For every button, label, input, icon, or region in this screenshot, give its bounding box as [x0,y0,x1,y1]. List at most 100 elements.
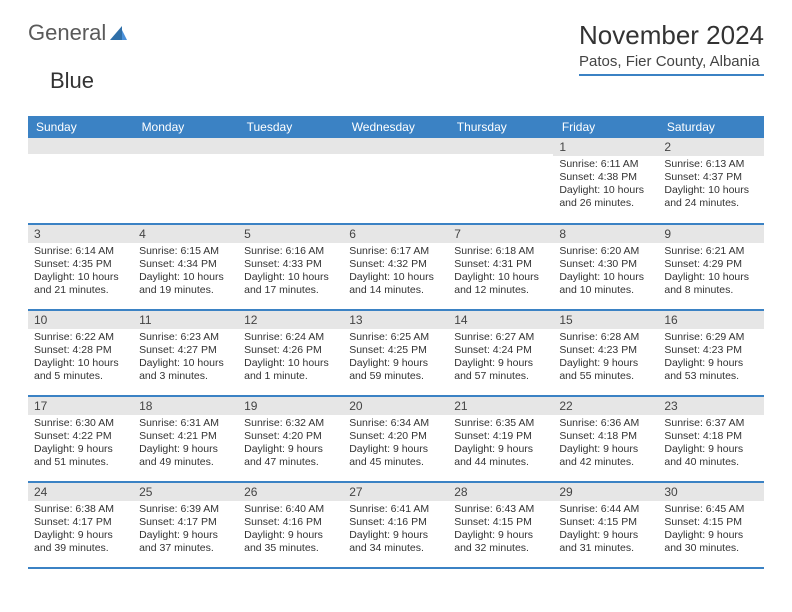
day-cell: 22Sunrise: 6:36 AMSunset: 4:18 PMDayligh… [553,396,658,482]
day-number [343,138,448,154]
day-line: Sunset: 4:19 PM [454,430,547,443]
day-line: Sunrise: 6:27 AM [454,331,547,344]
day-cell: 27Sunrise: 6:41 AMSunset: 4:16 PMDayligh… [343,482,448,568]
day-body: Sunrise: 6:25 AMSunset: 4:25 PMDaylight:… [343,329,448,388]
day-body: Sunrise: 6:17 AMSunset: 4:32 PMDaylight:… [343,243,448,302]
calendar-body: 1Sunrise: 6:11 AMSunset: 4:38 PMDaylight… [28,138,764,568]
day-cell: 15Sunrise: 6:28 AMSunset: 4:23 PMDayligh… [553,310,658,396]
day-line: Daylight: 9 hours and 47 minutes. [244,443,337,469]
day-body: Sunrise: 6:31 AMSunset: 4:21 PMDaylight:… [133,415,238,474]
day-line: Sunrise: 6:14 AM [34,245,127,258]
day-line: Daylight: 10 hours and 3 minutes. [139,357,232,383]
day-cell: 9Sunrise: 6:21 AMSunset: 4:29 PMDaylight… [658,224,763,310]
page-title: November 2024 [579,20,764,51]
day-body: Sunrise: 6:20 AMSunset: 4:30 PMDaylight:… [553,243,658,302]
day-cell: 28Sunrise: 6:43 AMSunset: 4:15 PMDayligh… [448,482,553,568]
day-line: Sunrise: 6:24 AM [244,331,337,344]
col-wednesday: Wednesday [343,116,448,138]
day-line: Sunrise: 6:23 AM [139,331,232,344]
day-number: 28 [448,483,553,501]
day-line: Sunrise: 6:16 AM [244,245,337,258]
col-tuesday: Tuesday [238,116,343,138]
calendar-page: General November 2024 Patos, Fier County… [0,0,792,589]
week-row: 10Sunrise: 6:22 AMSunset: 4:28 PMDayligh… [28,310,764,396]
day-body: Sunrise: 6:41 AMSunset: 4:16 PMDaylight:… [343,501,448,560]
day-cell: 7Sunrise: 6:18 AMSunset: 4:31 PMDaylight… [448,224,553,310]
day-line: Daylight: 9 hours and 49 minutes. [139,443,232,469]
day-line: Daylight: 9 hours and 45 minutes. [349,443,442,469]
day-line: Sunset: 4:33 PM [244,258,337,271]
day-body: Sunrise: 6:37 AMSunset: 4:18 PMDaylight:… [658,415,763,474]
day-line: Sunrise: 6:44 AM [559,503,652,516]
day-number: 19 [238,397,343,415]
day-number: 7 [448,225,553,243]
day-line: Sunset: 4:21 PM [139,430,232,443]
col-sunday: Sunday [28,116,133,138]
day-line: Sunset: 4:15 PM [664,516,757,529]
day-number: 23 [658,397,763,415]
day-body: Sunrise: 6:43 AMSunset: 4:15 PMDaylight:… [448,501,553,560]
day-line: Sunrise: 6:38 AM [34,503,127,516]
day-line: Sunrise: 6:40 AM [244,503,337,516]
day-body: Sunrise: 6:11 AMSunset: 4:38 PMDaylight:… [553,156,658,215]
day-cell: 17Sunrise: 6:30 AMSunset: 4:22 PMDayligh… [28,396,133,482]
header-row: Sunday Monday Tuesday Wednesday Thursday… [28,116,764,138]
day-cell: 11Sunrise: 6:23 AMSunset: 4:27 PMDayligh… [133,310,238,396]
day-cell: 21Sunrise: 6:35 AMSunset: 4:19 PMDayligh… [448,396,553,482]
day-number: 1 [553,138,658,156]
day-line: Sunset: 4:18 PM [664,430,757,443]
day-cell: 23Sunrise: 6:37 AMSunset: 4:18 PMDayligh… [658,396,763,482]
day-line: Sunset: 4:18 PM [559,430,652,443]
day-line: Sunset: 4:29 PM [664,258,757,271]
day-line: Daylight: 10 hours and 12 minutes. [454,271,547,297]
day-line: Daylight: 9 hours and 59 minutes. [349,357,442,383]
day-line: Sunrise: 6:37 AM [664,417,757,430]
day-number [133,138,238,154]
day-cell: 16Sunrise: 6:29 AMSunset: 4:23 PMDayligh… [658,310,763,396]
week-row: 24Sunrise: 6:38 AMSunset: 4:17 PMDayligh… [28,482,764,568]
day-cell: 6Sunrise: 6:17 AMSunset: 4:32 PMDaylight… [343,224,448,310]
day-line: Daylight: 9 hours and 42 minutes. [559,443,652,469]
day-line: Sunset: 4:27 PM [139,344,232,357]
day-line: Sunset: 4:37 PM [664,171,757,184]
day-line: Sunrise: 6:15 AM [139,245,232,258]
col-friday: Friday [553,116,658,138]
day-body: Sunrise: 6:21 AMSunset: 4:29 PMDaylight:… [658,243,763,302]
day-cell: 30Sunrise: 6:45 AMSunset: 4:15 PMDayligh… [658,482,763,568]
day-line: Sunset: 4:20 PM [244,430,337,443]
day-line: Daylight: 9 hours and 55 minutes. [559,357,652,383]
week-row: 3Sunrise: 6:14 AMSunset: 4:35 PMDaylight… [28,224,764,310]
day-number [28,138,133,154]
day-line: Daylight: 10 hours and 8 minutes. [664,271,757,297]
day-line: Sunrise: 6:11 AM [559,158,652,171]
day-line: Sunset: 4:22 PM [34,430,127,443]
day-body [238,154,343,160]
day-body: Sunrise: 6:35 AMSunset: 4:19 PMDaylight:… [448,415,553,474]
logo: General [28,20,128,46]
day-cell: 14Sunrise: 6:27 AMSunset: 4:24 PMDayligh… [448,310,553,396]
day-line: Daylight: 9 hours and 34 minutes. [349,529,442,555]
day-line: Daylight: 10 hours and 5 minutes. [34,357,127,383]
day-line: Sunrise: 6:35 AM [454,417,547,430]
day-line: Daylight: 10 hours and 10 minutes. [559,271,652,297]
day-line: Sunrise: 6:18 AM [454,245,547,258]
day-body: Sunrise: 6:36 AMSunset: 4:18 PMDaylight:… [553,415,658,474]
logo-sub: Blue [28,68,764,94]
day-body: Sunrise: 6:44 AMSunset: 4:15 PMDaylight:… [553,501,658,560]
day-number: 21 [448,397,553,415]
day-cell: 1Sunrise: 6:11 AMSunset: 4:38 PMDaylight… [553,138,658,224]
day-cell: 20Sunrise: 6:34 AMSunset: 4:20 PMDayligh… [343,396,448,482]
day-line: Sunrise: 6:28 AM [559,331,652,344]
day-line: Sunset: 4:25 PM [349,344,442,357]
day-line: Daylight: 10 hours and 24 minutes. [664,184,757,210]
day-line: Daylight: 9 hours and 40 minutes. [664,443,757,469]
day-line: Daylight: 9 hours and 30 minutes. [664,529,757,555]
day-line: Daylight: 10 hours and 21 minutes. [34,271,127,297]
day-body: Sunrise: 6:27 AMSunset: 4:24 PMDaylight:… [448,329,553,388]
day-line: Sunrise: 6:32 AM [244,417,337,430]
day-line: Sunset: 4:16 PM [349,516,442,529]
day-cell: 26Sunrise: 6:40 AMSunset: 4:16 PMDayligh… [238,482,343,568]
day-line: Sunset: 4:38 PM [559,171,652,184]
day-cell: 24Sunrise: 6:38 AMSunset: 4:17 PMDayligh… [28,482,133,568]
day-number: 16 [658,311,763,329]
